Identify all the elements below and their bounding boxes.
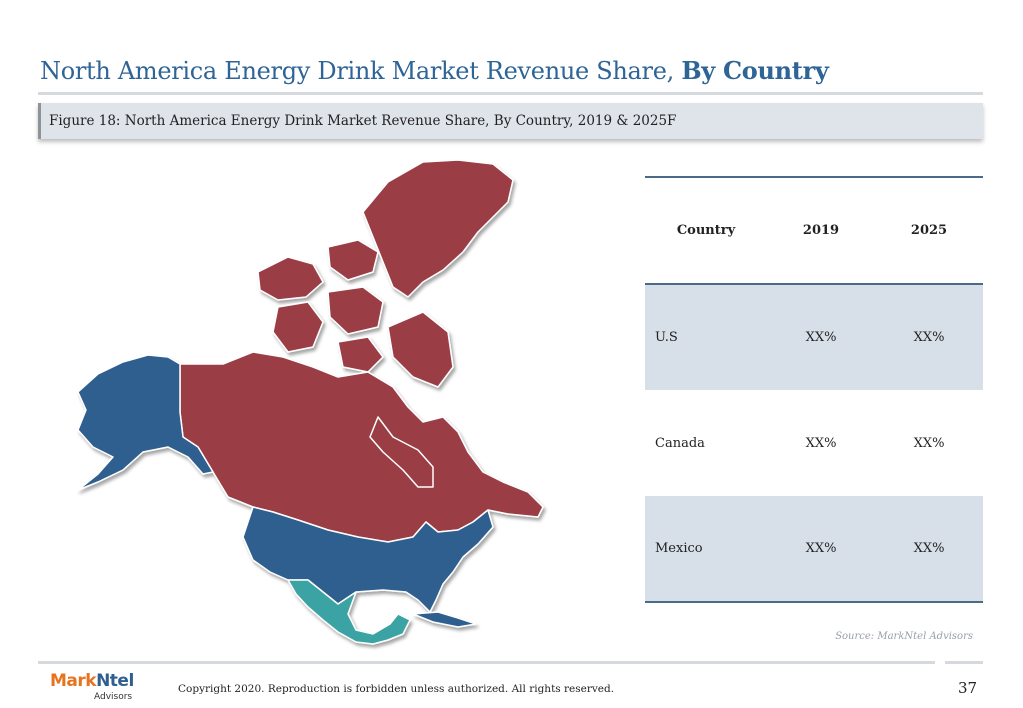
footer-divider: [38, 661, 935, 664]
title-divider: [38, 92, 983, 95]
table-row: U.S XX% XX%: [645, 284, 983, 390]
mar kntel-logo: MarkNtel Advisors: [50, 671, 140, 705]
region-greenland: [363, 160, 513, 297]
copyright-notice: Copyright 2020. Reproduction is forbidde…: [178, 683, 614, 695]
cell-country: Canada: [645, 390, 767, 496]
cell-2025: XX%: [875, 496, 983, 602]
cell-country: U.S: [645, 284, 767, 390]
figure-caption: Figure 18: North America Energy Drink Ma…: [49, 113, 676, 129]
slide-title-bold: By Country: [681, 56, 828, 85]
table-row: Mexico XX% XX%: [645, 496, 983, 602]
region-arctic-islands-1: [258, 257, 323, 300]
region-arctic-islands-5: [388, 312, 453, 387]
cell-2025: XX%: [875, 284, 983, 390]
header-country: Country: [645, 177, 767, 284]
header-2025: 2025: [875, 177, 983, 284]
region-caribbean: [413, 612, 476, 627]
page-number: 37: [958, 679, 977, 697]
slide-title: North America Energy Drink Market Revenu…: [40, 56, 829, 85]
figure-caption-bar: Figure 18: North America Energy Drink Ma…: [38, 103, 983, 139]
footer-divider-right: [945, 661, 983, 664]
cell-2019: XX%: [767, 284, 875, 390]
cell-2025: XX%: [875, 390, 983, 496]
table-header-row: Country 2019 2025: [645, 177, 983, 284]
revenue-share-table: Country 2019 2025 U.S XX% XX% Canada XX%…: [645, 176, 983, 603]
slide-title-main: North America Energy Drink Market Revenu…: [40, 57, 674, 85]
logo-mark-text: Mark: [50, 671, 96, 691]
region-arctic-islands-3: [273, 302, 323, 352]
logo-wordmark: MarkNtel: [50, 671, 140, 691]
header-2019: 2019: [767, 177, 875, 284]
region-arctic-islands-4: [328, 287, 383, 334]
region-arctic-islands-6: [338, 337, 383, 372]
table-row: Canada XX% XX%: [645, 390, 983, 496]
cell-2019: XX%: [767, 390, 875, 496]
source-note: Source: MarkNtel Advisors: [835, 631, 973, 642]
north-america-map: [38, 152, 558, 652]
logo-ntel-text: Ntel: [96, 671, 134, 691]
region-arctic-islands-2: [328, 240, 378, 280]
cell-2019: XX%: [767, 496, 875, 602]
logo-subtitle: Advisors: [94, 692, 132, 702]
cell-country: Mexico: [645, 496, 767, 602]
